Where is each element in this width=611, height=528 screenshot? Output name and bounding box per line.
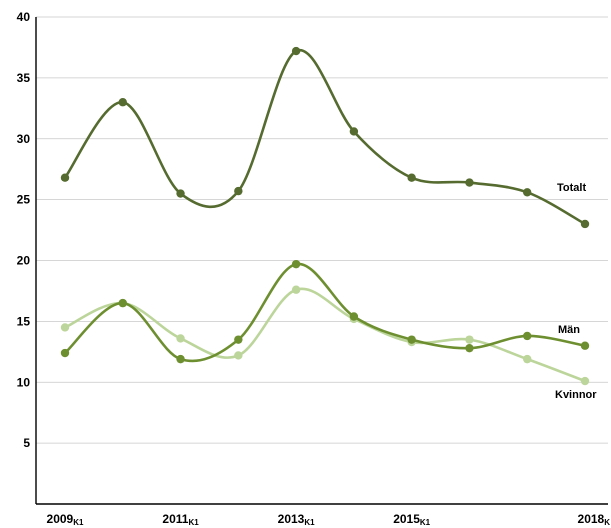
- data-point: [234, 186, 243, 196]
- x-tick-sub: K1: [73, 518, 84, 527]
- x-tick-main: 2013: [278, 512, 305, 526]
- gridlines: [36, 16, 608, 444]
- data-point: [465, 343, 474, 353]
- data-point: [176, 189, 185, 198]
- data-point: [291, 46, 301, 56]
- x-tick-label: 2009K1: [47, 512, 84, 527]
- series-kvinnor: [60, 285, 590, 386]
- y-tick-label: 10: [17, 375, 31, 389]
- data-point: [580, 341, 590, 350]
- data-point: [407, 335, 416, 344]
- series-labels: Totalt Män Kvinnor: [555, 182, 597, 401]
- data-point: [523, 331, 532, 341]
- data-point: [60, 323, 70, 332]
- axes: [35, 17, 608, 505]
- x-tick-sub: K: [604, 518, 610, 527]
- y-tick-label: 20: [17, 254, 31, 268]
- series-line: [63, 262, 587, 363]
- data-point: [349, 127, 359, 136]
- x-tick-label: 2013K1: [278, 512, 315, 527]
- data-point: [465, 178, 474, 187]
- data-point: [60, 173, 70, 182]
- data-point: [176, 354, 185, 364]
- data-point: [580, 376, 590, 386]
- x-tick-main: 2009: [47, 512, 74, 526]
- data-point: [291, 259, 301, 269]
- x-tick-main: 2011: [162, 512, 188, 526]
- data-point: [523, 354, 532, 364]
- y-tick-label: 25: [17, 193, 31, 207]
- data-point: [176, 334, 185, 343]
- x-tick-label: 2015K1: [393, 512, 430, 527]
- y-tick-label: 30: [17, 132, 31, 146]
- data-point: [118, 298, 127, 308]
- data-point: [580, 219, 590, 229]
- y-tick-label: 40: [17, 10, 31, 24]
- data-point: [465, 335, 474, 344]
- data-point: [523, 188, 532, 197]
- y-tick-label: 35: [17, 71, 31, 85]
- y-tick-label: 15: [17, 314, 31, 328]
- data-point: [291, 285, 301, 294]
- series-label-män: Män: [558, 324, 580, 336]
- data-point: [118, 98, 127, 107]
- x-tick-sub: K1: [420, 518, 431, 527]
- x-tick-labels: 2009K1 2011K1 2013K1 2015K1 2018K: [47, 512, 611, 527]
- x-tick-sub: K1: [188, 518, 199, 527]
- series-totalt: [60, 46, 590, 229]
- series-line: [63, 287, 587, 383]
- series-män: [60, 259, 590, 364]
- series-label-totalt: Totalt: [557, 182, 586, 194]
- series-label-kvinnor: Kvinnor: [555, 389, 597, 401]
- data-point: [234, 335, 243, 344]
- y-tick-label: 5: [23, 436, 30, 450]
- series-group: [60, 46, 590, 386]
- data-point: [234, 351, 243, 360]
- y-tick-labels: 5 10 15 20 25 30 35 40: [17, 10, 31, 450]
- x-tick-label: 2011K1: [162, 512, 199, 527]
- x-tick-main: 2015: [393, 512, 420, 526]
- data-point: [407, 173, 416, 182]
- x-tick-label: 2018K: [578, 512, 611, 527]
- data-point: [349, 312, 359, 321]
- x-tick-sub: K1: [304, 518, 315, 527]
- series-line: [63, 48, 587, 226]
- data-point: [60, 348, 70, 358]
- x-tick-main: 2018: [578, 512, 605, 526]
